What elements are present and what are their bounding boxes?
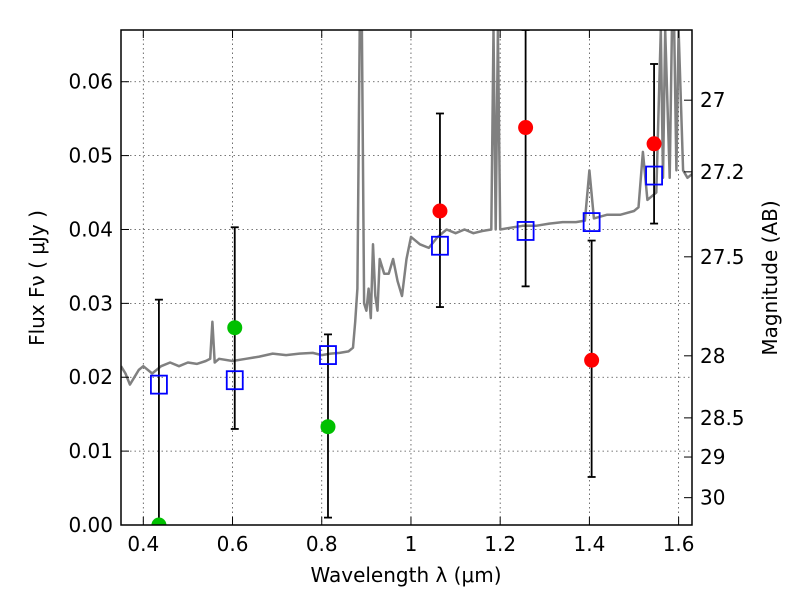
synthetic-flux-marker (319, 345, 337, 365)
synthetic-flux-marker (225, 370, 244, 391)
synthetic-flux-marker (582, 212, 601, 232)
plot-frame (120, 29, 693, 526)
observed-ir-point (432, 203, 448, 219)
x-axis-title: Wavelength λ (μm) (310, 563, 501, 587)
y2-axis: 27 27.2 27.5 28 28.5 29 30 (684, 88, 745, 510)
synthetic-flux-marker (150, 374, 168, 395)
y-axis: 0.00 0.01 0.02 0.03 0.04 0.05 0.06 (68, 70, 129, 537)
y-tick-label: 0.02 (68, 365, 113, 389)
observed-optical-point (151, 517, 167, 525)
x-tick-label: 1.2 (484, 532, 516, 556)
y-tick-label: 0.05 (68, 144, 113, 168)
x-tick-label: 0.6 (217, 532, 249, 556)
observed-ir-point (584, 352, 600, 368)
y-tick-label: 0.04 (68, 217, 113, 241)
x-tick-label: 1.4 (573, 532, 605, 556)
model-spectrum-line (121, 30, 692, 386)
synthetic-flux-marker (516, 221, 535, 241)
y2-tick-label: 30 (700, 486, 725, 510)
y2-tick-label: 27.2 (700, 160, 745, 184)
y-tick-label: 0.06 (68, 70, 113, 94)
y2-tick-label: 28 (700, 344, 725, 368)
y-tick-label: 0.03 (68, 291, 113, 315)
y-axis-title: Flux Fν ( μJy ) (25, 210, 49, 346)
x-axis: 0.4 0.6 0.8 1 1.2 1.4 1.6 (127, 30, 695, 556)
x-tick-label: 0.4 (127, 532, 159, 556)
x-tick-label: 1 (405, 532, 418, 556)
observed-ir-point (646, 136, 662, 152)
plot-area (121, 30, 692, 525)
synthetic-flux-marker (645, 165, 663, 186)
grid (121, 30, 692, 526)
y-tick-label: 0.00 (68, 513, 113, 537)
y2-tick-label: 27.5 (700, 245, 745, 269)
y2-tick-label: 28.5 (700, 406, 745, 430)
y-tick-label: 0.01 (68, 439, 113, 463)
observed-optical-point (320, 419, 336, 435)
y2-tick-label: 27 (700, 88, 725, 112)
observed-ir-point (518, 120, 534, 136)
y2-axis-title: Magnitude (AB) (758, 200, 782, 355)
x-tick-label: 0.8 (306, 532, 338, 556)
synthetic-flux-marker (431, 235, 449, 256)
y2-tick-label: 29 (700, 445, 725, 469)
observed-optical-point (227, 320, 243, 336)
x-tick-label: 1.6 (663, 532, 695, 556)
